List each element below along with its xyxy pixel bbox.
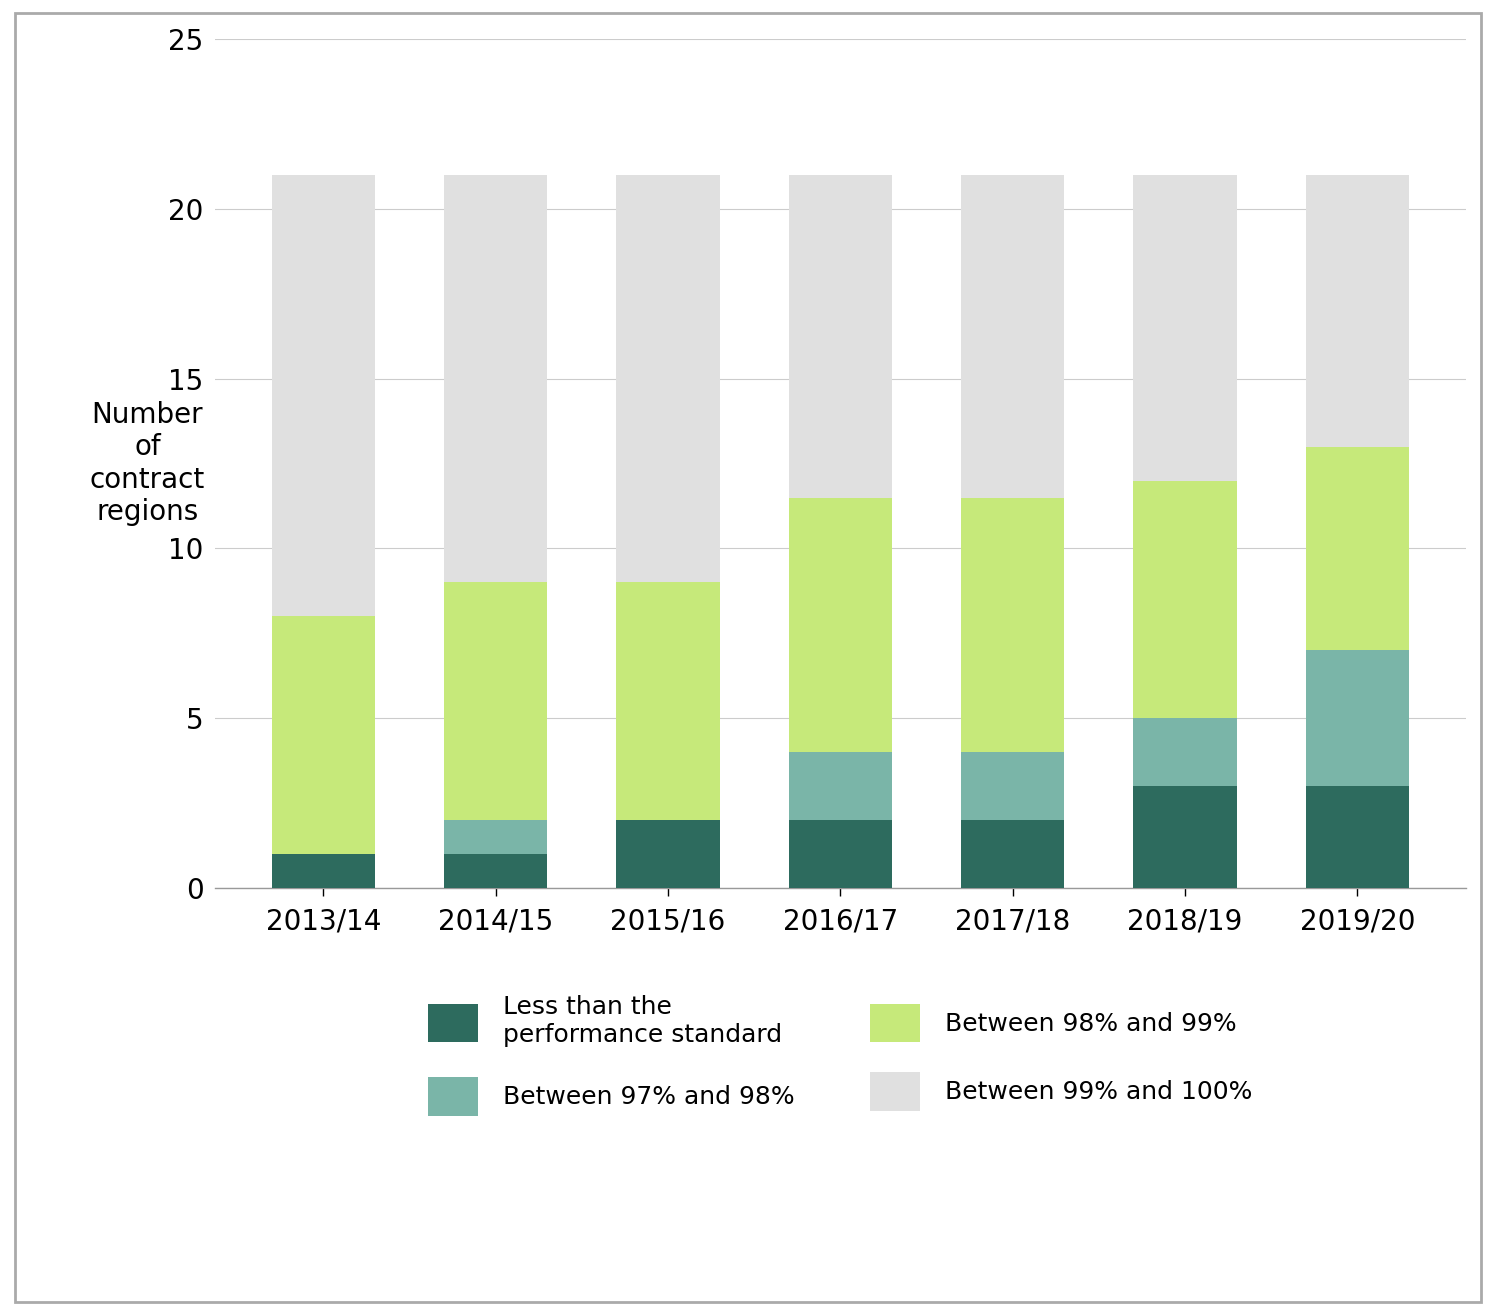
Bar: [444, 853, 548, 888]
Bar: [444, 175, 548, 583]
Bar: [444, 583, 548, 821]
Bar: [960, 752, 1065, 821]
Bar: [1134, 718, 1237, 786]
Bar: [1134, 786, 1237, 888]
Bar: [788, 175, 892, 497]
Bar: [788, 821, 892, 888]
Bar: [616, 821, 720, 888]
Bar: [960, 497, 1065, 752]
Bar: [1306, 651, 1409, 786]
Bar: [1306, 447, 1409, 651]
Bar: [960, 175, 1065, 497]
Bar: [1134, 480, 1237, 718]
Bar: [444, 821, 548, 853]
Bar: [616, 583, 720, 821]
Bar: [272, 617, 375, 853]
Bar: [272, 175, 375, 617]
Y-axis label: Number
of
contract
regions: Number of contract regions: [90, 401, 205, 526]
Bar: [788, 497, 892, 752]
Legend: Less than the
performance standard, Between 97% and 98%, Between 98% and 99%, Be: Less than the performance standard, Betw…: [419, 985, 1263, 1126]
Bar: [272, 853, 375, 888]
Bar: [788, 752, 892, 821]
Bar: [1134, 175, 1237, 480]
Bar: [1306, 175, 1409, 447]
Bar: [1306, 786, 1409, 888]
Bar: [616, 175, 720, 583]
Bar: [960, 821, 1065, 888]
